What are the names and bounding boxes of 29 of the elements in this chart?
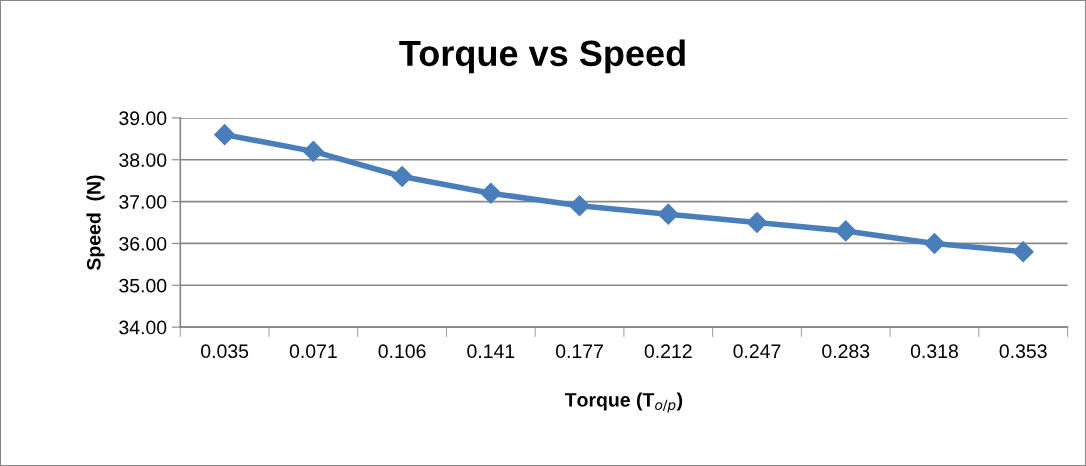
point: [569, 195, 591, 217]
point: [835, 220, 857, 242]
x-tick-label: 0.106: [378, 344, 426, 359]
x-tick-label: 0.212: [644, 344, 692, 359]
point: [746, 211, 768, 234]
y-axis-title: Speed (N): [86, 175, 105, 271]
y-tick-label: 37.00: [119, 195, 167, 209]
x-tick-label: 0.141: [467, 344, 515, 359]
point: [657, 203, 679, 225]
point: [923, 232, 945, 254]
x-tick-label: 0.177: [555, 344, 603, 359]
point: [480, 182, 502, 204]
x-tick-label: 0.283: [822, 344, 870, 359]
chart-title: Torque vs Speed: [399, 39, 685, 74]
x-tick-label: 0.247: [733, 344, 781, 359]
point: [1012, 241, 1034, 263]
y-tick-label: 39.00: [119, 111, 167, 126]
y-tick-label: 38.00: [119, 153, 167, 167]
x-tick-label: 0.353: [999, 344, 1047, 359]
y-tick-label: 34.00: [119, 320, 167, 335]
x-tick-label: 0.071: [289, 344, 337, 359]
point: [391, 165, 413, 187]
x-tick-label: 0.318: [910, 344, 958, 359]
y-tick-label: 35.00: [119, 278, 167, 293]
point: [302, 140, 324, 162]
point: [214, 124, 236, 146]
y-tick-label: 36.00: [119, 236, 167, 251]
x-axis-title: Torque (T$_{o/p}$): [564, 392, 683, 413]
x-tick-label: 0.035: [201, 344, 249, 359]
